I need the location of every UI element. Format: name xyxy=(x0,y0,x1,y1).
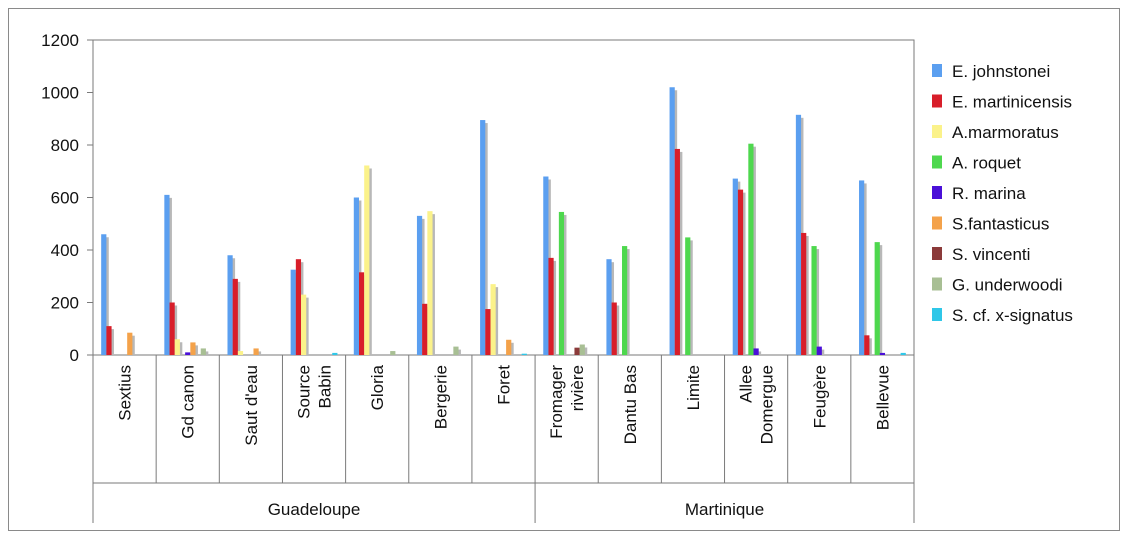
y-tick-label: 1200 xyxy=(41,31,79,50)
bar xyxy=(900,352,906,355)
bar xyxy=(611,302,617,355)
bar xyxy=(801,232,807,355)
bar xyxy=(190,342,196,355)
bar xyxy=(795,114,802,355)
category-label: Limite xyxy=(684,365,703,410)
bar xyxy=(106,326,112,355)
bar xyxy=(816,346,822,355)
bar xyxy=(506,339,512,355)
legend-label: R. marina xyxy=(952,184,1026,203)
group-label: Martinique xyxy=(685,500,764,519)
legend-swatch xyxy=(932,64,942,77)
bar xyxy=(748,143,754,355)
plot-area xyxy=(92,39,915,356)
bar xyxy=(290,269,296,355)
category-label: Bergerie xyxy=(431,365,450,429)
bar xyxy=(232,278,238,355)
bar xyxy=(490,284,496,355)
category-label: Domergue xyxy=(758,365,777,444)
legend-label: S. vincenti xyxy=(952,245,1030,264)
legend-swatch xyxy=(932,94,942,108)
category-label: Dantu Bas xyxy=(621,365,640,444)
y-tick-label: 600 xyxy=(51,189,79,208)
y-tick-label: 1000 xyxy=(41,84,79,103)
category-label: Babin xyxy=(316,365,335,408)
bar xyxy=(753,348,759,355)
bar xyxy=(416,215,423,355)
legend-swatch xyxy=(932,308,942,321)
bar xyxy=(485,309,491,355)
bar xyxy=(669,87,675,355)
legend-swatch xyxy=(932,247,942,260)
bar xyxy=(332,352,338,355)
bar xyxy=(237,351,244,355)
bar xyxy=(422,303,428,355)
bar xyxy=(253,348,259,355)
y-tick-label: 0 xyxy=(70,346,79,365)
legend-label: A.marmoratus xyxy=(952,123,1059,142)
y-tick-label: 800 xyxy=(51,136,79,155)
category-label: Bellevue xyxy=(873,365,892,430)
category-label: Foret xyxy=(495,365,514,405)
bar xyxy=(674,148,680,355)
bar xyxy=(811,246,817,355)
legend-label: S.fantasticus xyxy=(952,215,1049,234)
category-label: Allee xyxy=(737,365,756,403)
bar xyxy=(169,302,175,355)
bar xyxy=(864,335,870,355)
bar xyxy=(185,352,191,355)
category-label: Sextius xyxy=(116,365,135,421)
category-label: rivière xyxy=(568,365,587,411)
bar xyxy=(453,346,459,355)
legend-label: E. johnstonei xyxy=(952,62,1050,81)
bar xyxy=(879,352,886,355)
bar xyxy=(606,259,612,355)
legend-swatch xyxy=(932,186,942,199)
bar xyxy=(558,211,565,355)
legend-label: S. cf. x-signatus xyxy=(952,306,1073,325)
bar xyxy=(521,353,527,355)
category-label: Gloria xyxy=(368,364,387,410)
y-tick-label: 400 xyxy=(51,241,79,260)
bar xyxy=(227,255,233,355)
category-label: Saut d'eau xyxy=(242,365,261,446)
bar xyxy=(127,332,133,355)
bar xyxy=(874,242,880,355)
legend-swatch xyxy=(932,277,942,291)
legend-swatch xyxy=(932,125,942,138)
bar xyxy=(859,180,865,355)
category-label: Source xyxy=(295,365,314,419)
bar xyxy=(685,237,691,355)
bar xyxy=(101,234,107,355)
bar xyxy=(574,347,580,355)
legend-swatch xyxy=(932,216,942,230)
bar xyxy=(480,120,486,355)
category-label: Feugère xyxy=(810,365,829,428)
bar xyxy=(164,194,170,355)
bar xyxy=(358,272,365,355)
category-label: Fromager xyxy=(547,365,566,439)
bar xyxy=(427,211,433,355)
bar xyxy=(364,165,370,355)
legend-swatch xyxy=(932,155,942,169)
bar xyxy=(579,344,585,355)
y-tick-label: 200 xyxy=(51,294,79,313)
bar xyxy=(543,176,549,355)
legend-label: E. martinicensis xyxy=(952,93,1072,112)
bar xyxy=(295,259,302,355)
bar xyxy=(732,178,738,355)
legend-label: G. underwoodi xyxy=(952,276,1063,295)
bar xyxy=(622,246,628,355)
bar xyxy=(353,197,359,355)
bar xyxy=(548,257,554,355)
bar xyxy=(301,294,307,355)
bar xyxy=(174,339,180,355)
legend-label: A. roquet xyxy=(952,154,1021,173)
bar xyxy=(390,351,396,355)
bar xyxy=(200,348,206,355)
group-label: Guadeloupe xyxy=(268,500,361,519)
bar xyxy=(737,189,744,355)
category-label: Gd canon xyxy=(179,365,198,439)
